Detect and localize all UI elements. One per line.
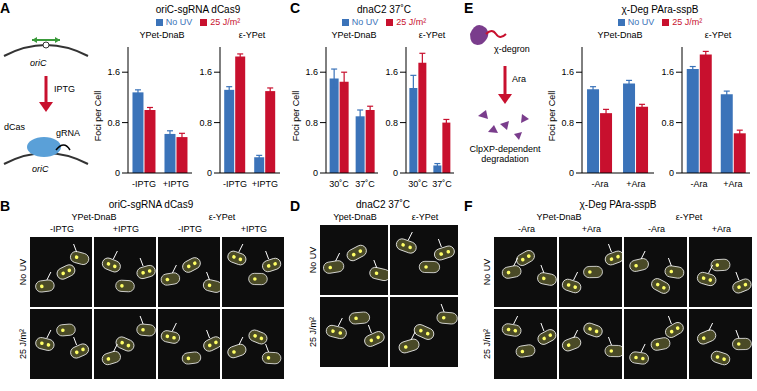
svg-text:0: 0 — [393, 168, 398, 178]
svg-text:1.6: 1.6 — [661, 67, 674, 77]
html-text:YPet-DnaB: YPet-DnaB — [139, 30, 185, 40]
svg-text:0: 0 — [207, 168, 212, 178]
html-text:oriC-sgRNA dCas9: oriC-sgRNA dCas9 — [108, 199, 194, 210]
svg-text:30˚C: 30˚C — [408, 179, 428, 189]
html-text:C: C — [290, 0, 301, 16]
html-text:+IPTG: +IPTG — [112, 224, 140, 234]
html-text:No UV: No UV — [482, 258, 492, 286]
html-text:No UV: No UV — [351, 17, 379, 27]
html-text:ε-YPet: ε-YPet — [208, 212, 236, 222]
html-text:No UV: No UV — [165, 17, 193, 27]
html-text:Ypet-DnaB: Ypet-DnaB — [333, 212, 377, 222]
html-text:ε-YPet: ε-YPet — [418, 30, 446, 40]
html-text:-IPTG: -IPTG — [178, 224, 202, 234]
html-text:25 J/m²: 25 J/m² — [210, 17, 241, 27]
svg-text:0.8: 0.8 — [385, 118, 398, 128]
svg-text:0.8: 0.8 — [199, 118, 212, 128]
html-text:No UV: No UV — [308, 246, 318, 274]
svg-text:37˚C: 37˚C — [432, 179, 452, 189]
html-text:χ-Deg PAra-sspB: χ-Deg PAra-sspB — [579, 199, 657, 210]
svg-text:0.8: 0.8 — [305, 118, 318, 128]
html-text:25 J/m²: 25 J/m² — [482, 329, 492, 359]
html-text:Foci per Cell: Foci per Cell — [93, 90, 103, 142]
html-text:YPet-DnaB: YPet-DnaB — [331, 30, 377, 40]
svg-text:0: 0 — [115, 168, 120, 178]
html-text:25 J/m²: 25 J/m² — [308, 317, 318, 347]
svg-text:+IPTG: +IPTG — [252, 179, 278, 189]
html-text:ε-YPet: ε-YPet — [411, 212, 439, 222]
html-text:25 J/m²: 25 J/m² — [672, 17, 703, 27]
svg-text:30˚C: 30˚C — [329, 179, 349, 189]
svg-text:1.6: 1.6 — [107, 67, 120, 77]
html-text:dnaC2 37˚C: dnaC2 37˚C — [356, 199, 410, 210]
html-text:dCas: dCas — [4, 122, 25, 132]
html-text:No UV: No UV — [18, 258, 28, 286]
html-text:+Ara: +Ara — [581, 224, 602, 234]
svg-text:-Ara: -Ara — [591, 179, 608, 189]
html-text:Foci per Cell: Foci per Cell — [547, 90, 557, 142]
html-text:-Ara: -Ara — [648, 224, 665, 234]
html-text:IPTG: IPTG — [54, 84, 75, 94]
html-text:Foci per Cell: Foci per Cell — [291, 90, 301, 142]
html-text:25 J/m²: 25 J/m² — [18, 329, 28, 359]
svg-text:-Ara: -Ara — [690, 179, 707, 189]
svg-text:0: 0 — [569, 168, 574, 178]
html-text:25 J/m²: 25 J/m² — [396, 17, 427, 27]
html-text:oriC: oriC — [30, 58, 47, 68]
svg-text:0: 0 — [669, 168, 674, 178]
html-text:B: B — [0, 198, 11, 214]
html-text:A: A — [0, 0, 11, 16]
html-text:-Ara: -Ara — [518, 224, 535, 234]
html-text:ε-YPet: ε-YPet — [704, 30, 732, 40]
svg-text:+Ara: +Ara — [626, 179, 645, 189]
html-text:F: F — [464, 198, 473, 214]
html-text:+Ara: +Ara — [711, 224, 732, 234]
html-text:ClpXP-dependent degradation: ClpXP-dependent degradation — [469, 144, 541, 164]
html-text:χ-Deg PAra-sspB: χ-Deg PAra-sspB — [621, 4, 699, 15]
svg-text:37˚C: 37˚C — [355, 179, 375, 189]
svg-text:+Ara: +Ara — [723, 179, 742, 189]
html-text:ε-YPet: ε-YPet — [675, 212, 703, 222]
html-text:YPet-DnaB: YPet-DnaB — [536, 212, 582, 222]
html-text:E: E — [464, 0, 474, 16]
svg-text:1.6: 1.6 — [199, 67, 212, 77]
html-text:oriC-sgRNA dCas9: oriC-sgRNA dCas9 — [155, 4, 241, 15]
html-text:+IPTG: +IPTG — [240, 224, 268, 234]
svg-text:1.6: 1.6 — [385, 67, 398, 77]
svg-text:-IPTG: -IPTG — [132, 179, 156, 189]
svg-text:-IPTG: -IPTG — [223, 179, 247, 189]
html-text:YPet-DnaB: YPet-DnaB — [71, 212, 117, 222]
html-text:-IPTG: -IPTG — [50, 224, 74, 234]
svg-text:1.6: 1.6 — [561, 67, 574, 77]
svg-text:+IPTG: +IPTG — [163, 179, 189, 189]
svg-text:0: 0 — [313, 168, 318, 178]
html-text:oriC: oriC — [32, 164, 49, 174]
html-text:Ara: Ara — [512, 74, 526, 84]
svg-text:0.8: 0.8 — [107, 118, 120, 128]
html-text:dnaC2 37˚C: dnaC2 37˚C — [357, 4, 411, 15]
svg-text:0.8: 0.8 — [661, 118, 674, 128]
html-text:YPet-DnaB: YPet-DnaB — [597, 30, 643, 40]
svg-text:0.8: 0.8 — [561, 118, 574, 128]
html-text:D: D — [290, 198, 301, 214]
svg-text:1.6: 1.6 — [305, 67, 318, 77]
html-text:χ-degron: χ-degron — [494, 44, 530, 54]
html-text:No UV: No UV — [627, 17, 655, 27]
html-text:gRNA: gRNA — [56, 128, 80, 138]
html-text:ε-YPet: ε-YPet — [238, 30, 266, 40]
